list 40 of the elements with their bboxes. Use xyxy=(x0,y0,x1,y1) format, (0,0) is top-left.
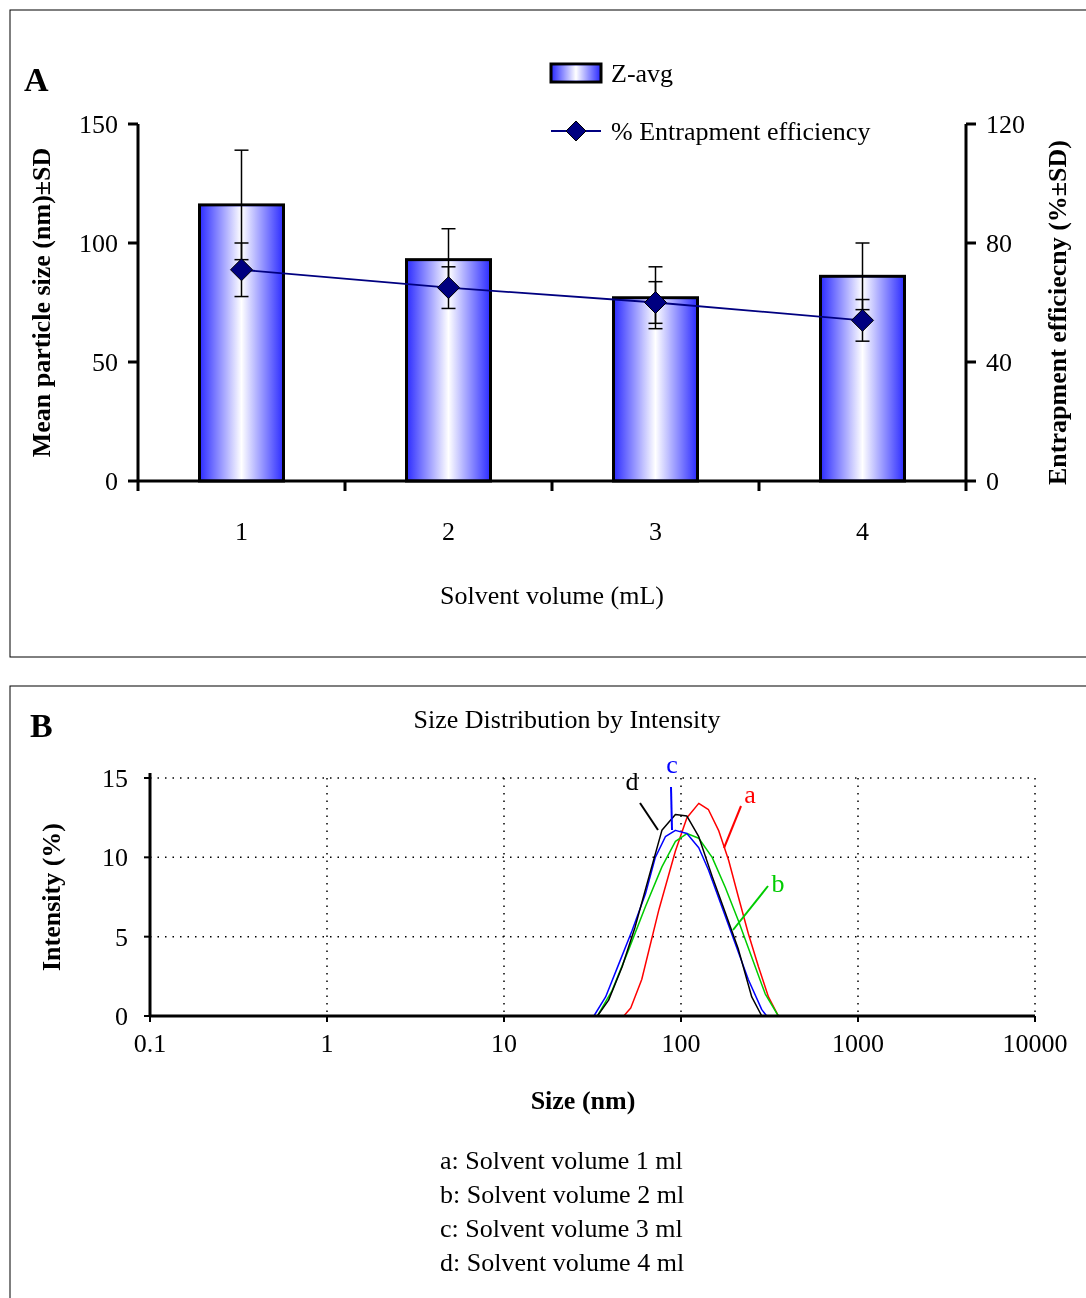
legend-label: % Entrapment efficiency xyxy=(611,117,871,147)
y-tick-label: 10 xyxy=(102,843,128,873)
y-tick-label: 0 xyxy=(115,1002,128,1032)
text: a: Solvent volume 1 ml xyxy=(440,1146,683,1176)
x-tick-label: 4 xyxy=(856,517,869,547)
y2-tick-label: 80 xyxy=(986,229,1012,259)
y-tick-label: 5 xyxy=(115,922,128,952)
x-axis-title: Solvent volume (mL) xyxy=(440,581,664,611)
x-axis-title: Size (nm) xyxy=(530,1086,636,1116)
text: c: Solvent volume 3 ml xyxy=(440,1214,683,1244)
legend-label: Z-avg xyxy=(611,59,674,89)
y-axis-title: Mean particle size (nm)±SD xyxy=(27,147,56,458)
series-label: d xyxy=(625,767,639,796)
x-tick-label: 1 xyxy=(235,517,248,547)
text: B xyxy=(30,707,53,744)
series-label: c xyxy=(666,750,678,779)
y2-tick-label: 0 xyxy=(986,467,999,497)
y-tick-label: 15 xyxy=(102,764,128,794)
series-label: a xyxy=(744,780,757,809)
chart-title: Size Distribution by Intensity xyxy=(413,705,721,734)
y-tick-label: 100 xyxy=(79,229,118,259)
y2-tick-label: 40 xyxy=(986,348,1012,378)
y-tick-label: 150 xyxy=(79,110,118,140)
x-tick-label: 0.1 xyxy=(133,1029,167,1059)
y-tick-label: 50 xyxy=(92,348,118,378)
x-tick-label: 1 xyxy=(320,1029,334,1059)
y-tick-label: 0 xyxy=(105,467,118,497)
text: d: Solvent volume 4 ml xyxy=(440,1248,685,1278)
x-tick-label: 10 xyxy=(491,1029,517,1059)
x-tick-label: 1000 xyxy=(832,1029,884,1059)
y-axis-title: Intensity (%) xyxy=(37,822,66,972)
text: b: Solvent volume 2 ml xyxy=(440,1180,685,1210)
y2-tick-label: 120 xyxy=(986,110,1025,140)
text: A xyxy=(24,61,49,98)
x-tick-label: 2 xyxy=(442,517,455,547)
y2-axis-title: Entrapment efficiecny (%±SD) xyxy=(1043,140,1072,485)
x-tick-label: 3 xyxy=(649,517,662,547)
series-label: b xyxy=(771,869,785,898)
x-tick-label: 100 xyxy=(661,1029,701,1059)
x-tick-label: 10000 xyxy=(1002,1029,1068,1059)
